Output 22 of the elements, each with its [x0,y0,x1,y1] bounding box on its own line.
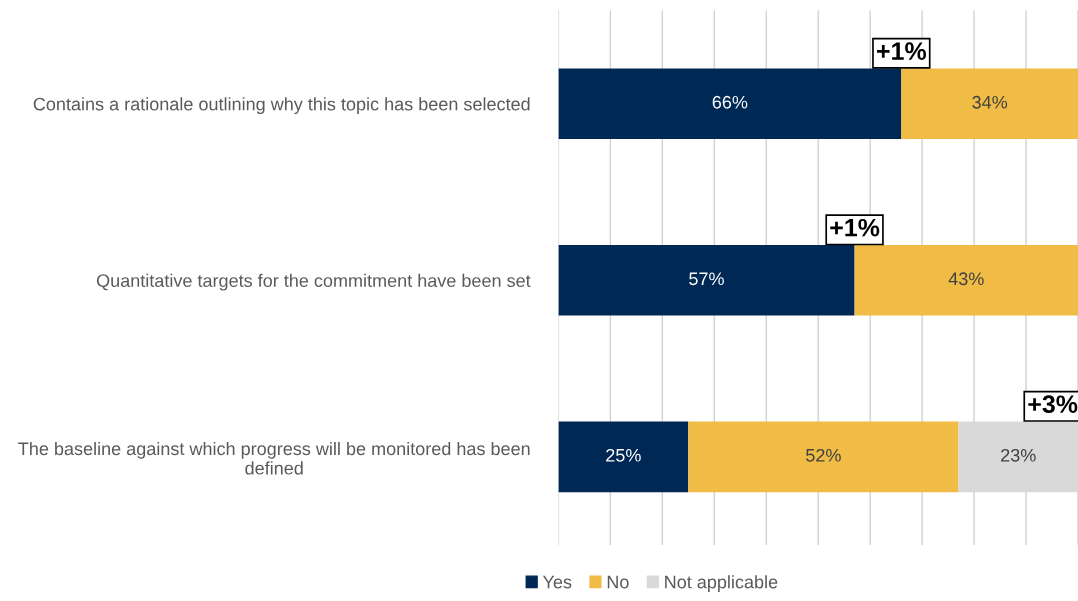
bar [558,245,855,316]
annotation: +1% [877,42,927,60]
bar [901,68,1078,140]
legend-label: Not applicable [665,575,778,592]
data-label: 52% [806,448,841,462]
data-label: 34% [972,95,1008,109]
bar [558,421,689,493]
y-tick-label: The baseline against which progress will be monitored has been defined [18,441,530,475]
y-tick-label: Contains a rationale outlining why this topic has been selected [33,97,530,115]
bar [558,68,902,140]
data-label: 25% [606,448,641,462]
data-label: 57% [689,272,724,286]
bar [688,421,959,493]
y-tick-label: Quantitative targets for the commitment have been set [96,273,531,291]
data-label: 23% [1001,448,1036,462]
data-label: 66% [712,95,748,109]
annotation: +1% [830,218,880,237]
data-label: 43% [948,272,984,286]
annotation: +3% [1028,395,1078,414]
legend-label: No [607,575,629,589]
bar [854,245,1078,316]
legend-label: Yes [542,575,572,589]
